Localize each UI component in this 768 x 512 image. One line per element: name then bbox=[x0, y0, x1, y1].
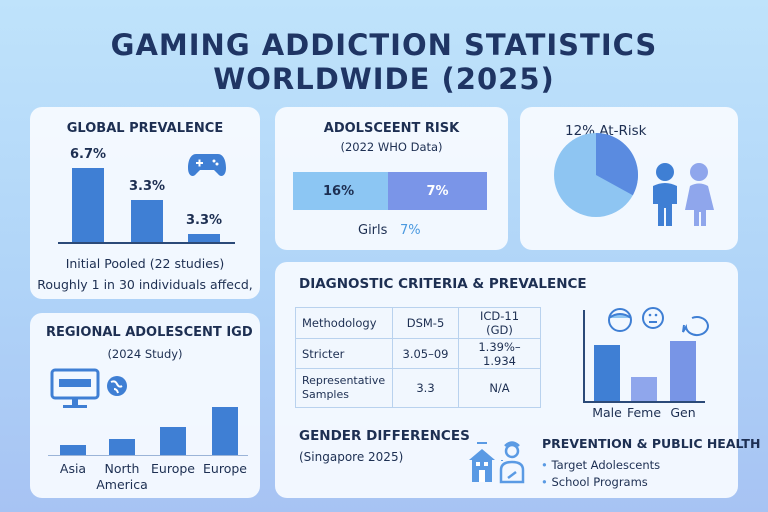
global-caption-2: Roughly 1 in 30 individuals affecd, bbox=[37, 277, 253, 292]
gender-bar bbox=[594, 345, 620, 401]
table-row: Representative Samples 3.3 N/A bbox=[295, 368, 541, 408]
page-title-line2: WORLDWIDE (2025) bbox=[213, 62, 555, 96]
at-risk-pie bbox=[554, 133, 638, 217]
regional-bar bbox=[109, 439, 135, 455]
table-header: Methodology bbox=[295, 307, 393, 339]
regional-heading: REGIONAL ADOLESCENT IGD bbox=[46, 325, 253, 340]
global-prevalence-card: GLOBAL PREVALENCE 6.7% 3.3% 3.3% Initial P… bbox=[30, 107, 260, 299]
diagnostic-card: DIAGNOSTIC CRITERIA & PREVALENCE Methodo… bbox=[275, 262, 760, 498]
gender-bar bbox=[670, 341, 696, 401]
computer-icon bbox=[50, 368, 100, 408]
regional-label: North America bbox=[96, 461, 148, 492]
table-cell: Stricter bbox=[295, 338, 393, 369]
global-bar-label: 3.3% bbox=[128, 179, 166, 194]
gender-bar bbox=[631, 377, 657, 401]
global-heading: GLOBAL PREVALENCE bbox=[66, 121, 224, 136]
at-risk-card: 12% At-Risk bbox=[520, 107, 738, 250]
table-cell: 3.05–09 bbox=[392, 338, 459, 369]
gender-label: Male bbox=[592, 405, 622, 420]
boys-segment: 16% bbox=[293, 172, 389, 210]
children-icon bbox=[653, 163, 714, 226]
global-baseline bbox=[58, 242, 235, 244]
girls-label: Girls bbox=[358, 223, 388, 238]
pie-slice-at-risk bbox=[596, 133, 638, 196]
gamepad-icon bbox=[188, 154, 226, 176]
table-cell: N/A bbox=[458, 368, 541, 408]
prevention-item: • Target Adolescents bbox=[541, 458, 661, 472]
table-cell: Representative Samples bbox=[295, 368, 393, 408]
gender-heading: GENDER DIFFERENCES bbox=[299, 428, 470, 444]
prevention-item: • School Programs bbox=[541, 475, 648, 489]
face-icons bbox=[608, 307, 709, 337]
girls-segment-value: 7% bbox=[426, 183, 449, 199]
regional-card: REGIONAL ADOLESCENT IGD (2024 Study) Asi… bbox=[30, 313, 260, 498]
prevention-heading: PREVENTION & PUBLIC HEALTH bbox=[542, 436, 761, 451]
gender-label: Gen bbox=[670, 405, 696, 420]
regional-bar bbox=[212, 407, 238, 455]
regional-label: Asia bbox=[59, 461, 87, 476]
prevention-item-text: Target Adolescents bbox=[551, 458, 661, 472]
table-row: Stricter 3.05–09 1.39%–1.934 bbox=[295, 338, 541, 369]
school-teacher-icon bbox=[469, 441, 525, 484]
girls-segment: 7% bbox=[388, 172, 487, 210]
girls-value: 7% bbox=[400, 223, 421, 238]
table-header: DSM-5 bbox=[392, 307, 459, 339]
diagnostic-heading: DIAGNOSTIC CRITERIA & PREVALENCE bbox=[299, 276, 587, 292]
adolescent-split-bar: 16% 7% bbox=[293, 172, 487, 210]
criteria-table: Methodology DSM-5 ICD-11 (GD) Stricter 3… bbox=[295, 307, 541, 408]
prevention-item-text: School Programs bbox=[551, 475, 648, 489]
global-bar bbox=[72, 168, 104, 242]
global-bar-label: 6.7% bbox=[69, 147, 107, 162]
gender-chart-y-axis bbox=[583, 310, 585, 402]
boys-value: 16% bbox=[323, 183, 355, 199]
globe-icon bbox=[107, 376, 127, 396]
adolescent-heading: ADOLSCEENT RISK bbox=[323, 121, 460, 136]
adolescent-risk-card: ADOLSCEENT RISK (2022 WHO Data) 16% 7% G… bbox=[275, 107, 508, 250]
regional-label: Europe bbox=[203, 461, 247, 476]
regional-bar bbox=[60, 445, 86, 455]
gender-chart-x-axis bbox=[583, 401, 705, 403]
regional-label: Europe bbox=[151, 461, 195, 476]
regional-subheading: (2024 Study) bbox=[107, 347, 183, 361]
global-bar-label: 3.3% bbox=[185, 213, 223, 228]
global-bar bbox=[188, 234, 220, 242]
page-title-line1: GAMING ADDICTION STATISTICS bbox=[110, 28, 658, 62]
table-header-row: Methodology DSM-5 ICD-11 (GD) bbox=[295, 307, 541, 339]
gender-subheading: (Singapore 2025) bbox=[299, 450, 404, 464]
table-cell: 3.3 bbox=[392, 368, 459, 408]
global-bar bbox=[131, 200, 163, 242]
table-header: ICD-11 (GD) bbox=[458, 307, 541, 339]
regional-bar bbox=[160, 427, 186, 455]
global-caption-1: Initial Pooled (22 studies) bbox=[65, 256, 225, 271]
gender-label: Feme bbox=[626, 405, 662, 420]
table-cell: 1.39%–1.934 bbox=[458, 338, 541, 369]
adolescent-subheading: (2022 WHO Data) bbox=[340, 140, 443, 154]
regional-baseline bbox=[48, 455, 248, 456]
